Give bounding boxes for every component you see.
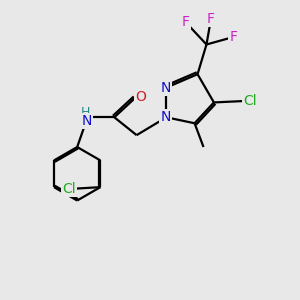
Text: Cl: Cl [243,94,256,108]
Text: Cl: Cl [62,182,76,196]
Text: N: N [82,114,92,128]
Text: N: N [160,110,171,124]
Text: H: H [80,106,90,119]
Text: N: N [160,81,171,94]
Text: F: F [229,30,237,44]
Text: O: O [135,89,146,103]
Text: F: F [207,12,215,26]
Text: F: F [182,15,190,29]
